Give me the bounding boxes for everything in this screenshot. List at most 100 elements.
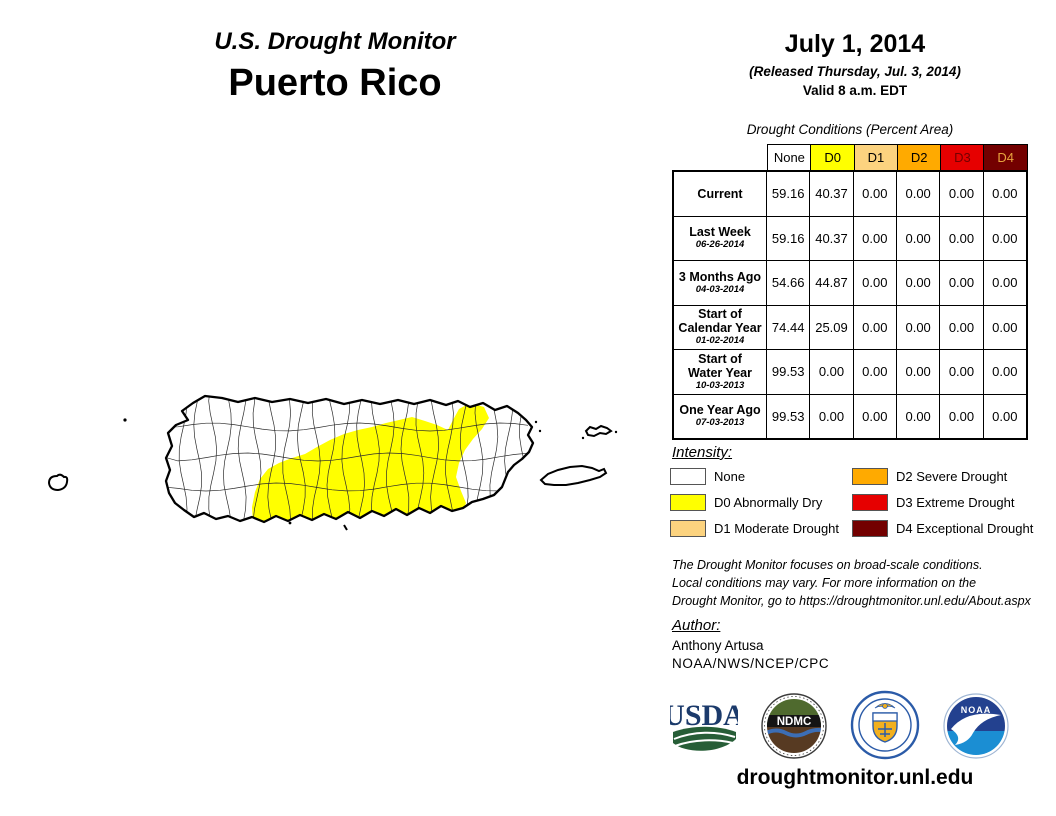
legend-item-d0: D0 Abnormally Dry [670,494,839,511]
cell-value: 44.87 [810,261,854,305]
island-coastline [164,394,535,524]
row-label-text: Start of [698,351,742,366]
table-row-start-water-year: Start of Water Year 10-03-2013 99.53 0.0… [674,350,1026,395]
cell-value: 0.00 [897,216,941,260]
legend-label: D3 Extreme Drought [896,495,1015,510]
column-header-d3: D3 [940,144,985,171]
disclaimer-line: Local conditions may vary. For more info… [672,576,977,590]
row-date: 07-03-2013 [695,417,745,429]
row-label: 3 Months Ago 04-03-2014 [674,261,767,305]
none-swatch [670,468,706,485]
cell-value: 74.44 [767,305,811,349]
legend-item-d3: D3 Extreme Drought [852,494,1033,511]
table-row-last-week: Last Week 06-26-2014 59.16 40.37 0.00 0.… [674,216,1026,261]
legend-label: D1 Moderate Drought [714,521,840,536]
noaa-bird-icon [951,713,1001,745]
cell-value: 0.00 [854,261,897,305]
cell-value: 54.66 [767,261,811,305]
row-label-text: 3 Months Ago [678,269,762,284]
cell-value: 59.16 [767,172,811,216]
row-date: 04-03-2014 [695,283,745,295]
column-header-d1: D1 [853,144,899,171]
column-header-d0: D0 [810,144,855,171]
ndmc-band [767,715,821,727]
usda-field-line [673,731,736,740]
author-heading: Author: [672,617,721,634]
puerto-rico-drought-map [47,394,618,531]
row-date: 01-02-2014 [695,335,745,347]
cell-value: 59.16 [767,216,811,260]
usda-field-line [674,739,734,747]
row-label: Start of Calendar Year 01-02-2014 [674,305,767,349]
column-header-none: None [767,144,812,171]
cell-value: 0.00 [854,394,897,438]
cell-value: 0.00 [940,350,984,394]
cell-value: 40.37 [810,172,854,216]
cell-value: 0.00 [854,172,897,216]
legend-column-left: None D0 Abnormally Dry D1 Moderate Droug… [670,468,839,546]
table-caption: Drought Conditions (Percent Area) [746,122,954,137]
cell-value: 0.00 [854,350,897,394]
desecheo-island [123,418,127,422]
cell-value: 0.00 [992,186,1018,202]
column-header-d2: D2 [896,144,942,171]
author-name: Anthony Artusa [672,638,764,653]
seal-ship-lines [878,723,892,737]
cell-value: 0.00 [897,394,941,438]
valid-time: Valid 8 a.m. EDT [802,83,908,98]
footer-url: droughtmonitor.unl.edu [736,766,974,789]
d2-swatch [852,468,888,485]
disclaimer-line: The Drought Monitor focuses on broad-sca… [672,558,983,572]
row-label: One Year Ago 07-03-2013 [674,394,767,438]
cell-value: 0.00 [897,172,941,216]
cell-value: 0.00 [992,230,1018,246]
report-date: July 1, 2014 [784,30,926,58]
row-label-text: Current [697,186,743,201]
row-label-text: Start of [698,307,742,322]
drought-conditions-table: Current 59.16 40.37 0.00 0.00 0.00 0.00 … [672,170,1028,440]
released-date: (Released Thursday, Jul. 3, 2014) [749,64,961,79]
cell-value: 0.00 [940,172,984,216]
cell-value: 99.53 [767,394,811,438]
author-organization: NOAA/NWS/NCEP/CPC [672,656,830,671]
legend-heading: Intensity: [672,444,733,461]
mona-island [47,473,69,492]
legend-label: D4 Exceptional Drought [896,521,1034,536]
seal-shield-top [872,712,898,722]
row-label-text: One Year Ago [679,403,761,418]
cell-value: 0.00 [940,394,984,438]
legend-item-none: None [670,468,839,485]
cell-value: 25.09 [810,305,854,349]
report-title: U.S. Drought Monitor [214,28,456,55]
cell-value: 0.00 [854,305,897,349]
islet-caja-de-muertos [288,521,292,525]
d0-swatch [670,494,706,511]
cell-value: 99.53 [767,350,811,394]
table-row-3-months-ago: 3 Months Ago 04-03-2014 54.66 44.87 0.00… [674,261,1026,306]
cell-value: 0.00 [940,261,984,305]
cell-value: 0.00 [940,305,984,349]
d0-region [252,403,489,522]
vieques-island [539,464,608,486]
legend-label: None [714,469,746,484]
cell-value: 0.00 [897,350,941,394]
cell-value: 0.00 [992,408,1018,424]
column-header-d4: D4 [983,144,1028,171]
date-block: July 1, 2014 (Released Thursday, Jul. 3,… [700,30,1010,98]
culebra-islet [614,430,618,434]
ndmc-river [767,727,821,738]
row-date: 10-03-2013 [695,379,745,391]
usda-logo: USDA [670,699,738,751]
cell-value: 0.00 [854,216,897,260]
table-row-current: Current 59.16 40.37 0.00 0.00 0.00 0.00 [674,172,1026,217]
row-label-text: Last Week [689,225,751,240]
d4-swatch [852,520,888,537]
culebra-islet [581,436,585,440]
legend-item-d2: D2 Severe Drought [852,468,1033,485]
cell-value: 0.00 [992,275,1018,291]
fajardo-islet [534,420,538,424]
row-label: Start of Water Year 10-03-2013 [674,350,767,394]
cell-value: 0.00 [810,350,854,394]
table-header-row: None D0 D1 D2 D3 D4 [672,144,1028,171]
